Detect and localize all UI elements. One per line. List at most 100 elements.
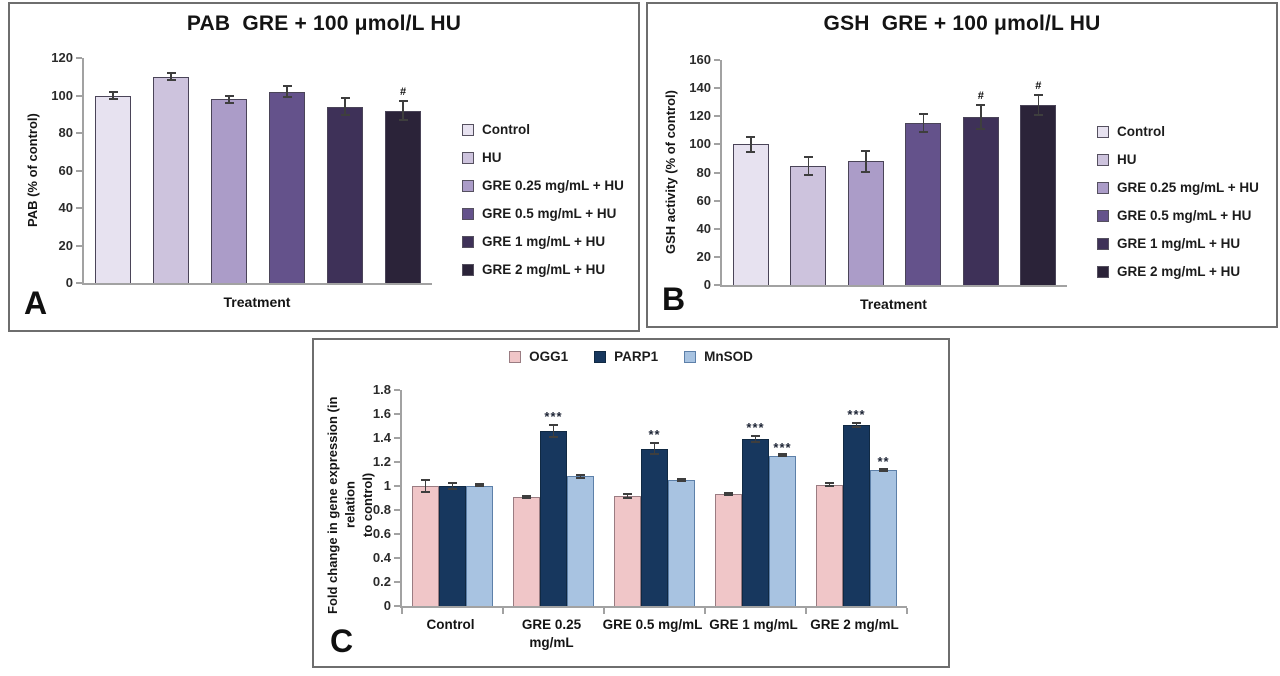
bar [905, 123, 942, 285]
bar [540, 430, 567, 606]
y-tick-mark [76, 57, 82, 59]
bar [327, 106, 363, 283]
legend-label: GRE 2 mg/mL + HU [482, 262, 606, 277]
legend-item: GRE 2 mg/mL + HU [1097, 264, 1259, 279]
significance-marker: *** [773, 439, 792, 455]
plot-area-b: # # [720, 60, 1067, 287]
bar [742, 439, 769, 606]
y-axis-label-a: PAB (% of control) [25, 113, 40, 228]
error-bar [166, 72, 176, 82]
significance-marker: # [977, 90, 984, 103]
legend-item: MnSOD [684, 349, 753, 364]
y-tick-mark [76, 169, 82, 172]
bar [715, 494, 742, 606]
legend-item: PARP1 [594, 349, 658, 364]
y-tick-mark [714, 171, 720, 174]
x-tick-mark [603, 608, 605, 614]
error-bar [803, 156, 813, 177]
chart-body-a: PAB (% of control) 0 20 40 60 80 100 120 # Tre… [24, 50, 624, 310]
error-bar [108, 90, 118, 101]
legend-item: Control [1097, 124, 1259, 139]
significance-marker: *** [847, 406, 866, 422]
legend-a: Control HU GRE 0.25 mg/mL + HU GRE 0.5 mg/m… [462, 122, 624, 277]
x-tick-mark [906, 608, 908, 614]
y-tick-label: 20 [696, 248, 711, 264]
error-bar [623, 492, 632, 499]
x-tick-mark [502, 608, 504, 614]
y-tick-label: 1.6 [372, 406, 391, 421]
y-tick-label: 140 [689, 80, 711, 96]
bar [668, 480, 695, 606]
significance-marker: *** [746, 420, 765, 435]
bar [641, 448, 668, 606]
y-tick-mark [76, 207, 82, 209]
legend-item: OGG1 [509, 349, 568, 364]
y-tick-mark [394, 509, 400, 511]
legend-item: GRE 0.25 mg/mL + HU [1097, 180, 1259, 195]
chart-body-b: GSH activity (% of control) 0 20 40 60 80 100… [662, 52, 1259, 312]
legend-swatch [594, 350, 607, 363]
legend-swatch [1097, 209, 1109, 222]
y-tick-label: 100 [689, 136, 711, 152]
error-bar [1033, 93, 1043, 117]
legend-swatch [462, 123, 474, 136]
y-tick-label: 60 [696, 192, 711, 208]
y-tick-label: 0 [65, 275, 73, 290]
legend-label: GRE 0.25 mg/mL + HU [1117, 180, 1259, 195]
y-tick-label: 0.6 [372, 526, 391, 541]
bar [732, 144, 769, 285]
y-tick-label: 60 [58, 162, 73, 178]
x-tick-mark [401, 608, 403, 614]
panel-b: GSH GRE + 100 μmol/L HU GSH activity (% … [646, 2, 1278, 328]
bar [790, 166, 827, 285]
y-tick-mark [394, 437, 400, 439]
error-bar [522, 494, 531, 499]
y-tick-mark [714, 255, 720, 258]
significance-marker: # [399, 86, 407, 99]
legend-label: Control [482, 122, 530, 137]
legend-swatch [684, 350, 697, 363]
legend-c: OGG1 PARP1 MnSOD [314, 349, 948, 364]
y-tick-label: 0 [383, 598, 391, 613]
legend-label: GRE 0.5 mg/mL + HU [482, 206, 617, 221]
y-tick-mark [714, 59, 720, 61]
bar [870, 470, 897, 606]
y-tick-mark [76, 132, 82, 134]
legend-label: GRE 2 mg/mL + HU [1117, 264, 1241, 279]
plot-column-c: *** ** *** *** *** ** Control GRE 0.25 mg/mL GR… [400, 390, 908, 652]
error-bar [976, 104, 986, 130]
bar [567, 476, 594, 606]
y-tick-label: 120 [689, 108, 711, 124]
y-tick-mark [714, 227, 720, 230]
significance-marker: *** [544, 408, 563, 424]
bar [269, 91, 305, 283]
y-tick-label: 0.2 [372, 574, 391, 589]
y-tick-mark [394, 413, 400, 415]
y-tick-label: 0 [703, 277, 711, 292]
panel-letter-b: B [662, 281, 686, 317]
bar [466, 486, 493, 606]
legend-item: GRE 0.5 mg/mL + HU [462, 206, 624, 221]
error-bar [861, 150, 871, 173]
y-tick-mark [714, 284, 720, 286]
error-bar [224, 94, 234, 104]
x-tick-label: GRE 1 mg/mL [709, 617, 798, 632]
y-tick-label: 120 [51, 50, 73, 65]
y-tick-mark [76, 282, 82, 284]
y-tick-label: 1.8 [372, 382, 391, 397]
error-bar [576, 474, 585, 479]
plot-column-b: # # Treatment [720, 60, 1067, 312]
error-bar [677, 477, 686, 482]
significance-marker: # [1035, 79, 1042, 92]
error-bar [282, 85, 292, 99]
y-axis-b: 0 20 40 60 80 100 120 140 160 [682, 52, 720, 292]
y-tick-label: 1.2 [372, 454, 391, 469]
significance-marker: ** [877, 453, 890, 469]
y-tick-mark [394, 605, 400, 607]
panel-a: PAB GRE + 100 μmol/L HU PAB (% of contro… [8, 2, 640, 332]
x-tick-label: GRE 0.5 mg/mL [602, 617, 703, 632]
error-bar [879, 468, 888, 473]
y-tick-mark [394, 485, 400, 487]
plot-column-a: # Treatment [82, 58, 432, 310]
